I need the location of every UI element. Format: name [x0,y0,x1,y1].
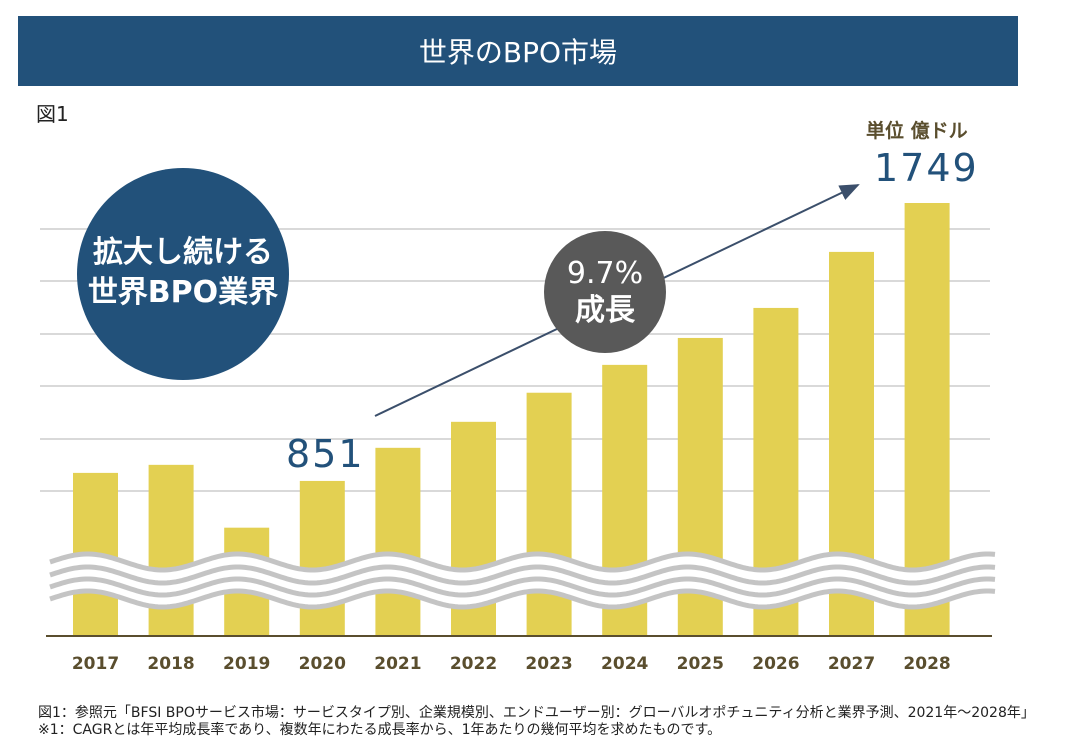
x-tick-label: 2028 [903,654,950,674]
x-tick-label: 2018 [147,654,194,674]
chart-title: 世界のBPO市場 [418,36,618,69]
growth-badge-circle [544,231,666,353]
end-value-label: 1749 [874,146,979,190]
x-tick-label: 2019 [223,654,270,674]
title-banner: 世界のBPO市場 [18,16,1018,86]
industry-badge: 拡大し続ける 世界BPO業界 [77,168,289,380]
axis-break-line [49,576,996,598]
footnote-source: 図1：参照元「BFSI BPOサービス市場：サービスタイプ別、企業規模別、エンド… [38,705,1035,721]
growth-label-text: 成長 [575,293,636,328]
x-tick-label: 2027 [828,654,875,674]
x-tick-label: 2024 [601,654,648,674]
axis-break-wave [49,551,996,610]
x-tick-label: 2023 [525,654,572,674]
axis-break-line [49,564,996,586]
bar-2018 [148,464,194,636]
x-tick-label: 2017 [72,654,119,674]
bar-2023 [526,392,572,636]
figure-label: 図1 [36,102,69,126]
axis-break-line [49,588,996,610]
x-tick-label: 2026 [752,654,799,674]
growth-badge: 9.7% 成長 [544,231,666,353]
axis-break-line [49,551,996,573]
start-value-label: 851 [286,432,365,476]
bar-2021 [375,447,421,636]
x-tick-label: 2020 [299,654,346,674]
x-tick-label: 2021 [374,654,421,674]
unit-label: 単位 億ドル [866,120,968,142]
badge-sub-text: 世界BPO業界 [88,275,278,310]
x-tick-label: 2025 [677,654,724,674]
footnote-cagr: ※1：CAGRとは年平均成長率であり、複数年にわたる成長率から、1年あたりの幾何… [38,722,722,738]
x-tick-label: 2022 [450,654,497,674]
industry-badge-circle [77,168,289,380]
badge-main-text: 拡大し続ける [93,235,273,270]
growth-rate-text: 9.7% [567,256,643,291]
bars [73,203,950,636]
bar-2020 [299,480,345,636]
x-tick-labels: 2017 2018 2019 2020 2021 2022 2023 2024 2025 2026… [72,654,951,674]
